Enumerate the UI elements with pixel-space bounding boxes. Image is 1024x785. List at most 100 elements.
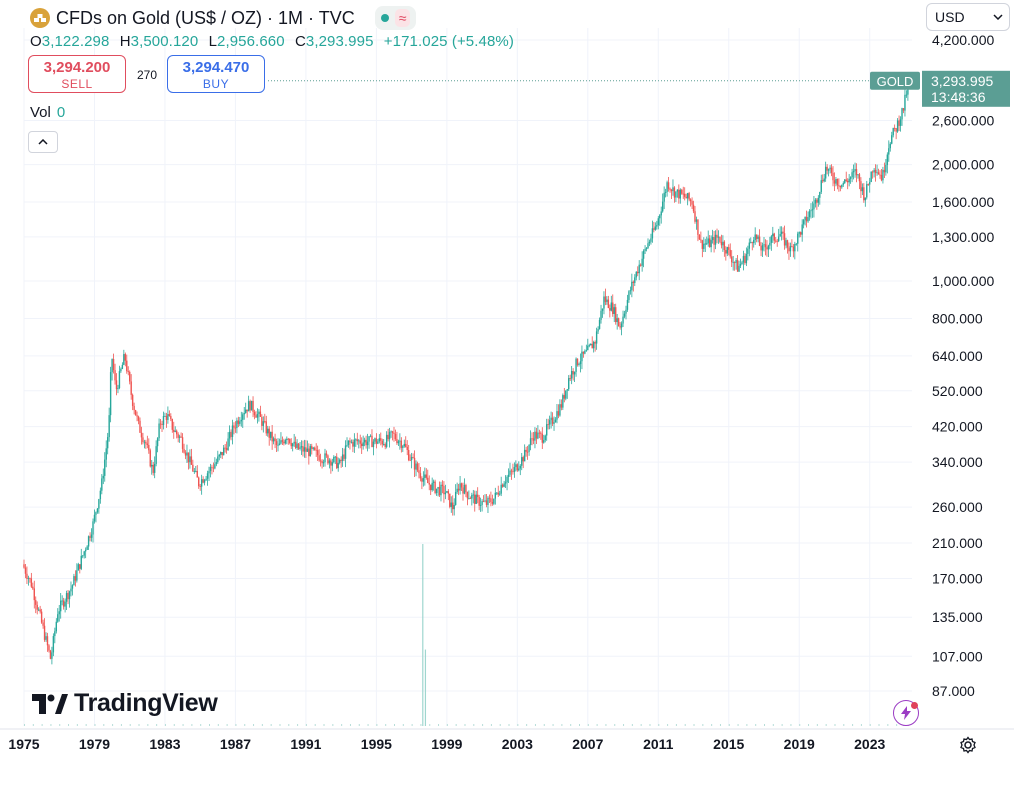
market-status[interactable]: ≈: [374, 6, 417, 30]
candle: [591, 336, 593, 349]
candle: [575, 357, 577, 377]
candle: [220, 451, 222, 459]
candle: [493, 498, 495, 506]
candle: [667, 176, 670, 192]
candle: [848, 174, 850, 187]
sell-button[interactable]: 3,294.200 SELL: [28, 55, 126, 93]
symbol-title[interactable]: CFDs on Gold (US$ / OZ) · 1M · TVC: [56, 7, 355, 28]
candle: [697, 219, 699, 242]
buy-button[interactable]: 3,294.470 BUY: [167, 55, 265, 93]
candle: [142, 432, 144, 445]
candle: [838, 178, 840, 192]
candle: [500, 476, 502, 497]
candle: [638, 260, 640, 281]
candle: [824, 161, 827, 182]
candle: [632, 280, 635, 292]
y-tick-label: 210.000: [932, 535, 983, 551]
candle: [877, 168, 880, 175]
candle: [302, 440, 304, 457]
candle: [659, 214, 661, 226]
volume-bar: [129, 724, 131, 726]
candle: [221, 452, 223, 460]
candle: [139, 417, 141, 433]
tradingview-brand[interactable]: TradingView: [32, 689, 218, 718]
settings-button[interactable]: [956, 733, 980, 757]
candle: [37, 607, 40, 612]
candle: [526, 445, 529, 460]
candle: [195, 466, 197, 473]
candle: [60, 592, 62, 619]
volume-bar: [834, 724, 836, 726]
candle: [814, 198, 817, 208]
wave-icon: ≈: [394, 9, 411, 27]
volume-bar: [429, 724, 431, 726]
candle: [321, 459, 323, 469]
candle: [322, 459, 325, 467]
candle: [385, 431, 388, 449]
volume-bar: [59, 724, 61, 726]
candle: [164, 412, 166, 417]
candle: [413, 450, 416, 478]
candle: [861, 183, 864, 196]
candle: [247, 395, 250, 412]
chart-header: CFDs on Gold (US$ / OZ) · 1M · TVC ≈: [30, 6, 417, 30]
candle: [601, 308, 604, 318]
candle: [341, 447, 344, 467]
candle: [860, 177, 862, 199]
candle: [215, 458, 218, 467]
candle: [349, 437, 351, 450]
volume-bar: [561, 724, 563, 726]
volume-bar: [173, 724, 175, 726]
candle: [785, 237, 787, 249]
volume-bar: [843, 724, 845, 726]
candle: [363, 437, 366, 447]
candle: [340, 456, 342, 468]
candle: [676, 189, 679, 198]
volume-bar: [605, 724, 607, 726]
candle: [29, 577, 31, 583]
candle: [199, 484, 201, 491]
volume-bar: [279, 724, 281, 726]
candle: [698, 234, 701, 241]
candle: [863, 183, 865, 203]
candle: [297, 442, 300, 450]
candle: [600, 304, 602, 324]
candle: [829, 165, 831, 174]
candle: [898, 115, 900, 131]
candle: [497, 485, 499, 497]
candle: [858, 173, 861, 190]
candle: [758, 229, 761, 247]
candle: [106, 432, 109, 455]
candle: [572, 368, 574, 381]
volume-bar: [85, 724, 87, 726]
candle: [93, 509, 96, 524]
candle: [159, 418, 162, 429]
candle: [222, 445, 225, 456]
candle: [499, 490, 501, 496]
candle: [800, 231, 802, 238]
volume-bar: [244, 724, 246, 726]
candle: [532, 432, 535, 445]
candle: [820, 174, 822, 195]
brand-name: TradingView: [74, 689, 218, 717]
collapse-legend-button[interactable]: [28, 131, 58, 153]
candle: [551, 412, 554, 427]
x-tick-label: 2011: [643, 736, 674, 752]
candle: [885, 158, 887, 176]
currency-select[interactable]: USD: [926, 3, 1010, 31]
candle: [882, 166, 884, 184]
candle: [360, 437, 363, 454]
candle: [507, 468, 510, 484]
y-tick-label: 107.000: [932, 648, 983, 664]
ohlc-legend: O3,122.298 H3,500.120 L2,956.660 C3,293.…: [30, 33, 520, 50]
volume-bar: [482, 724, 484, 726]
candle: [214, 457, 216, 470]
volume-bar: [808, 724, 810, 726]
candle: [121, 362, 124, 370]
candle: [742, 250, 745, 271]
volume-bar: [526, 724, 528, 726]
candle: [634, 274, 636, 287]
candle: [274, 433, 276, 449]
candle: [196, 465, 198, 478]
